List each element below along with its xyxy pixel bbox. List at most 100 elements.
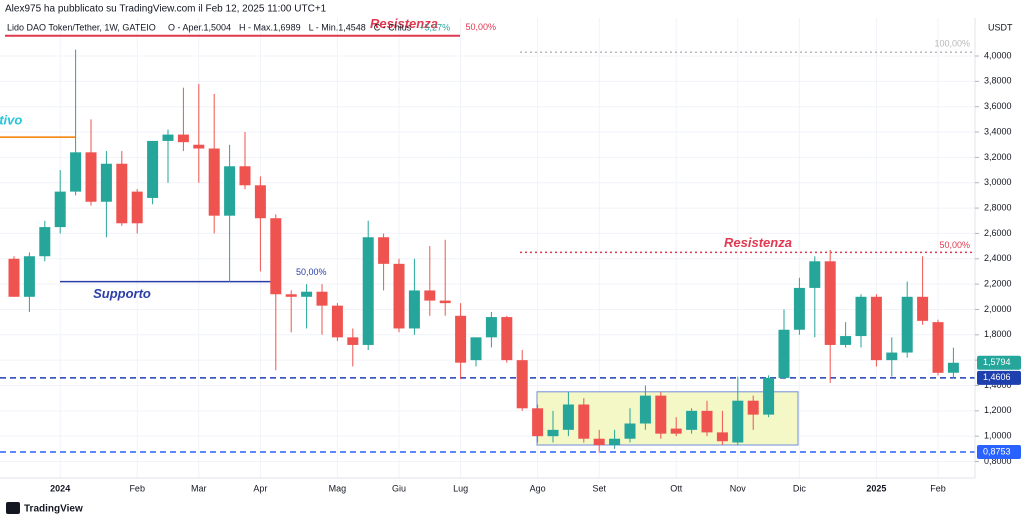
x-tick-label: Set [592,483,606,493]
candle-body [932,322,944,373]
chart-title: Lido DAO Token/Tether, 1W, GATEIO [7,22,156,32]
x-tick-label: Feb [930,483,946,493]
candle-body [239,166,251,186]
candle-body [470,337,482,361]
candle-body [716,432,728,442]
annotation-text: ettivo [0,113,22,128]
x-tick-label: Mag [329,483,347,493]
annotation-text: Resistenza [370,16,438,31]
candle-body [655,395,667,434]
candle-body [85,152,97,202]
candle-body [147,140,159,198]
annotation-pct: 50,00% [939,240,970,250]
y-tick-label: 2,6000 [984,228,1012,238]
candle-body [224,166,236,216]
candle-body [254,185,266,219]
candle-body [516,360,528,409]
x-tick-label: Dic [793,483,806,493]
candle-body [547,429,559,437]
annotation-pct: 50,00% [296,267,327,277]
candle-body [362,237,374,345]
header: Alex975 ha pubblicato su TradingView.com… [5,4,327,15]
grid [0,18,975,478]
candle-body [701,410,713,433]
candle-body [393,263,405,329]
candle-body [424,290,436,301]
x-tick-label: Feb [129,483,145,493]
candle-body [39,227,51,257]
candle-body [162,134,174,141]
y-tick-label: 0,8000 [984,456,1012,466]
candle-body [732,400,744,443]
candle-body [855,296,867,337]
candle-body [270,218,282,295]
candle-body [532,408,544,437]
candle-body [562,404,574,430]
y-tick-label: 1,0000 [984,431,1012,441]
legend-item: O - Aper.1,5004 [168,22,231,32]
candle-body [347,337,359,345]
legend-item: L - Min.1,4548 [309,22,366,32]
candle-body [285,294,297,297]
annotation-text: Supporto [93,286,151,301]
price-tag [977,355,1021,370]
footer: TradingView [24,504,83,515]
candle-body [316,291,328,306]
y-tick-label: 1,2000 [984,405,1012,415]
candle-body [901,296,913,353]
candle-body [763,377,775,415]
candle-body [609,438,621,446]
candle-body [624,423,636,439]
candle-body [824,261,836,345]
plot: Resistenza 50,00% Supporto 50,00% ettivo 100,… [0,16,975,453]
candle-body [886,352,898,361]
candle-body [485,317,497,338]
y-tick-label: 1,4000 [984,380,1012,390]
candle-body [501,317,513,361]
price-tag-label: 1,4606 [983,372,1011,382]
range-box [536,391,799,446]
x-tick-label: Ago [530,483,546,493]
y-tick-label: 1,8000 [984,329,1012,339]
candle-body [455,315,467,363]
candle-body [378,237,390,264]
x-tick-label: Apr [253,483,267,493]
candle-body [686,410,698,430]
y-tick-label: 3,0000 [984,177,1012,187]
y-tick-label: 2,0000 [984,304,1012,314]
legend-item: C - Chius [374,22,412,32]
candle-body [208,148,220,216]
y-tick-label: 2,8000 [984,202,1012,212]
candle-body [639,395,651,424]
y-tick-label: 3,8000 [984,76,1012,86]
x-tick-label: Nov [730,483,747,493]
x-tick-label: 2024 [50,483,70,493]
candle-body [809,261,821,288]
price-tag [977,444,1021,459]
candle-body [870,296,882,361]
legend-item: +5,27% [419,22,450,32]
candle-body [54,191,66,228]
candle-body [408,290,420,329]
candle-body [100,163,112,202]
y-tick-label: 4,0000 [984,50,1012,60]
x-tick-label: Lug [453,483,468,493]
candle-body [116,163,128,224]
candle-body [131,191,143,224]
x-tick-label: Ott [670,483,683,493]
y-axis-label: USDT [988,22,1013,32]
x-tick-label: Giu [392,483,406,493]
candle-body [193,144,205,149]
legend-item: H - Max.1,6989 [239,22,301,32]
annotation-text: Resistenza [724,235,792,250]
candle-body [70,152,82,192]
candle-body [23,256,35,297]
candle-body [840,336,852,345]
candle-body [670,428,682,434]
candle-body [947,362,959,373]
y-tick-label: 2,2000 [984,278,1012,288]
candle-body [917,296,929,321]
